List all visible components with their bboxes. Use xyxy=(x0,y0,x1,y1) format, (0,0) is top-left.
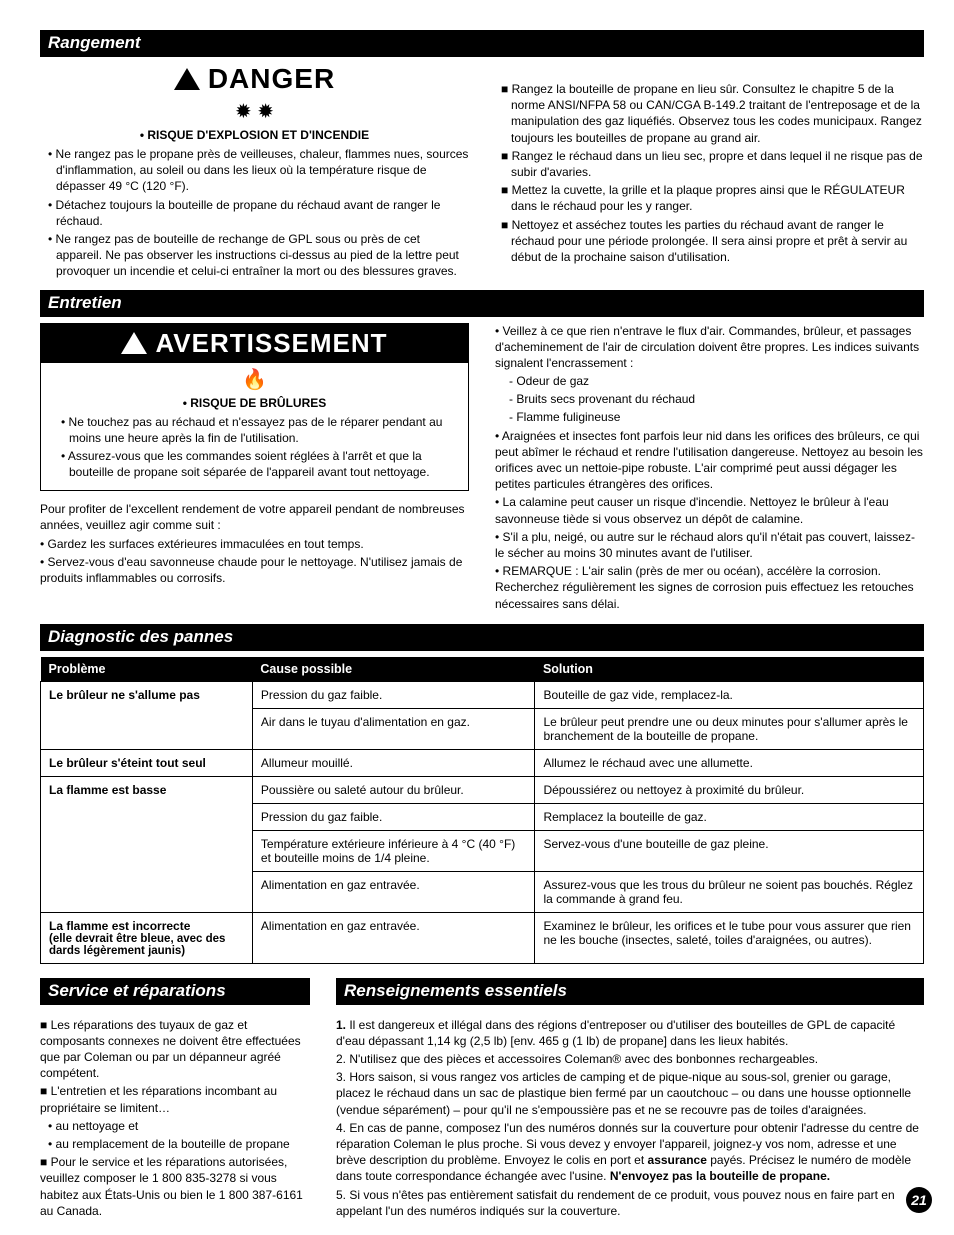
care-intro: Pour profiter de l'excellent rendement d… xyxy=(40,501,469,533)
table-cell-cause: Alimentation en gaz entravée. xyxy=(252,912,535,963)
table-cell-cause: Air dans le tuyau d'alimentation en gaz. xyxy=(252,708,535,749)
rangement-columns: DANGER ✹ ✹ • RISQUE D'EXPLOSION ET D'INC… xyxy=(40,63,924,282)
rangement-right: Rangez la bouteille de propane en lieu s… xyxy=(495,63,924,282)
table-cell-cause: Poussière ou saleté autour du brûleur. xyxy=(252,776,535,803)
warning-triangle-icon xyxy=(121,332,147,354)
service-text: ■ Les réparations des tuyaux de gaz et c… xyxy=(40,1017,310,1219)
page-number-badge: 21 xyxy=(906,1187,932,1213)
table-cell-cause: Allumeur mouillé. xyxy=(252,749,535,776)
danger-subhead: • RISQUE D'EXPLOSION ET D'INCENDIE xyxy=(40,128,469,142)
storage-note: Mettez la cuvette, la grille et la plaqu… xyxy=(495,182,924,214)
danger-bullet: • Ne rangez pas le propane près de veill… xyxy=(40,146,469,195)
section-renseignements-title: Renseignements essentiels xyxy=(336,978,924,1005)
burn-bullet: • Ne touchez pas au réchaud et n'essayez… xyxy=(53,414,456,446)
maint-note: • Araignées et insectes font parfois leu… xyxy=(495,428,924,493)
service-sub: • au remplacement de la bouteille de pro… xyxy=(40,1136,310,1152)
danger-bullets: • Ne rangez pas le propane près de veill… xyxy=(40,146,469,280)
danger-heading: DANGER xyxy=(40,63,469,95)
burn-bullets: • Ne touchez pas au réchaud et n'essayez… xyxy=(41,414,468,481)
troubleshooting-table: Problème Cause possible Solution Le brûl… xyxy=(40,657,924,964)
table-cell-problem xyxy=(41,803,253,830)
burn-bullet: • Assurez-vous que les commandes soient … xyxy=(53,448,456,480)
table-cell-problem xyxy=(41,871,253,912)
entretien-left: AVERTISSEMENT 🔥 • RISQUE DE BRÛLURES • N… xyxy=(40,323,469,614)
section-entretien-title: Entretien xyxy=(40,290,924,317)
section-rangement-title: Rangement xyxy=(40,30,924,57)
info-para: 2. N'utilisez que des pièces et accessoi… xyxy=(336,1051,924,1067)
table-cell-solution: Examinez le brûleur, les orifices et le … xyxy=(535,912,924,963)
info-bold: N'envoyez pas la bouteille de propane. xyxy=(610,1169,830,1183)
info-para: 1. Il est dangereux et illégal dans des … xyxy=(336,1017,924,1049)
maint-sub: - Odeur de gaz xyxy=(495,373,924,389)
danger-bullet: • Détachez toujours la bouteille de prop… xyxy=(40,197,469,229)
info-bold: assurance xyxy=(648,1153,707,1167)
rangement-left: DANGER ✹ ✹ • RISQUE D'EXPLOSION ET D'INC… xyxy=(40,63,469,282)
info-para: 5. Si vous n'êtes pas entièrement satisf… xyxy=(336,1187,924,1219)
service-sub: • au nettoyage et xyxy=(40,1118,310,1134)
maint-note: • S'il a plu, neigé, ou autre sur le réc… xyxy=(495,529,924,561)
service-para: ■ Pour le service et les réparations aut… xyxy=(40,1154,310,1219)
section-diagnostic-title: Diagnostic des pannes xyxy=(40,624,924,651)
table-cell-cause: Pression du gaz faible. xyxy=(252,681,535,708)
entretien-below-box: Pour profiter de l'excellent rendement d… xyxy=(40,501,469,586)
bottom-row: Service et réparations ■ Les réparations… xyxy=(40,978,924,1221)
table-cell-solution: Dépoussiérez ou nettoyez à proximité du … xyxy=(535,776,924,803)
table-cell-solution: Remplacez la bouteille de gaz. xyxy=(535,803,924,830)
table-cell-problem: Le brûleur ne s'allume pas xyxy=(41,681,253,708)
info-body: Il est dangereux et illégal dans des rég… xyxy=(336,1018,895,1048)
th-cause: Cause possible xyxy=(252,657,535,682)
table-cell-solution: Servez-vous d'une bouteille de gaz plein… xyxy=(535,830,924,871)
service-para: ■ Les réparations des tuyaux de gaz et c… xyxy=(40,1017,310,1082)
maint-note: • Veillez à ce que rien n'entrave le flu… xyxy=(495,323,924,372)
info-para: 3. Hors saison, si vous rangez vos artic… xyxy=(336,1069,924,1118)
info-text: 1. Il est dangereux et illégal dans des … xyxy=(336,1017,924,1219)
th-solution: Solution xyxy=(535,657,924,682)
entretien-columns: AVERTISSEMENT 🔥 • RISQUE DE BRÛLURES • N… xyxy=(40,323,924,614)
table-cell-problem: La flamme est incorrecte(elle devrait êt… xyxy=(41,912,253,963)
entretien-right: • Veillez à ce que rien n'entrave le flu… xyxy=(495,323,924,614)
table-cell-cause: Pression du gaz faible. xyxy=(252,803,535,830)
table-cell-solution: Le brûleur peut prendre une ou deux minu… xyxy=(535,708,924,749)
care-bullet: • Gardez les surfaces extérieures immacu… xyxy=(40,536,469,552)
section-service-title: Service et réparations xyxy=(40,978,310,1005)
table-cell-cause: Alimentation en gaz entravée. xyxy=(252,871,535,912)
maint-sub: - Flamme fuligineuse xyxy=(495,409,924,425)
explosion-fire-icons: ✹ ✹ xyxy=(40,99,469,124)
info-para: 4. En cas de panne, composez l'un des nu… xyxy=(336,1120,924,1185)
avertissement-label: AVERTISSEMENT xyxy=(155,328,387,359)
maint-note: • REMARQUE : L'air salin (près de mer ou… xyxy=(495,563,924,612)
danger-label: DANGER xyxy=(208,63,335,95)
danger-bullet: • Ne rangez pas de bouteille de rechange… xyxy=(40,231,469,280)
info-lead: 1. xyxy=(336,1018,346,1032)
table-cell-solution: Assurez-vous que les trous du brûleur ne… xyxy=(535,871,924,912)
table-cell-problem xyxy=(41,830,253,871)
storage-note: Rangez la bouteille de propane en lieu s… xyxy=(495,81,924,146)
table-cell-solution: Allumez le réchaud avec une allumette. xyxy=(535,749,924,776)
table-cell-problem: Le brûleur s'éteint tout seul xyxy=(41,749,253,776)
th-problem: Problème xyxy=(41,657,253,682)
burn-subhead: • RISQUE DE BRÛLURES xyxy=(41,396,468,410)
info-column: Renseignements essentiels 1. Il est dang… xyxy=(336,978,924,1221)
maint-note: • La calamine peut causer un risque d'in… xyxy=(495,494,924,526)
avertissement-heading: AVERTISSEMENT xyxy=(41,324,468,363)
maint-sub: - Bruits secs provenant du réchaud xyxy=(495,391,924,407)
table-cell-problem xyxy=(41,708,253,749)
warning-triangle-icon xyxy=(174,68,200,90)
service-column: Service et réparations ■ Les réparations… xyxy=(40,978,310,1221)
table-cell-solution: Bouteille de gaz vide, remplacez-la. xyxy=(535,681,924,708)
storage-note: Nettoyez et asséchez toutes les parties … xyxy=(495,217,924,266)
care-bullet: • Servez-vous d'eau savonneuse chaude po… xyxy=(40,554,469,586)
storage-note: Rangez le réchaud dans un lieu sec, prop… xyxy=(495,148,924,180)
table-cell-problem: La flamme est basse xyxy=(41,776,253,803)
table-cell-cause: Température extérieure inférieure à 4 °C… xyxy=(252,830,535,871)
avertissement-box: AVERTISSEMENT 🔥 • RISQUE DE BRÛLURES • N… xyxy=(40,323,469,492)
burn-icon: 🔥 xyxy=(41,367,468,392)
service-para: ■ L'entretien et les réparations incomba… xyxy=(40,1083,310,1115)
